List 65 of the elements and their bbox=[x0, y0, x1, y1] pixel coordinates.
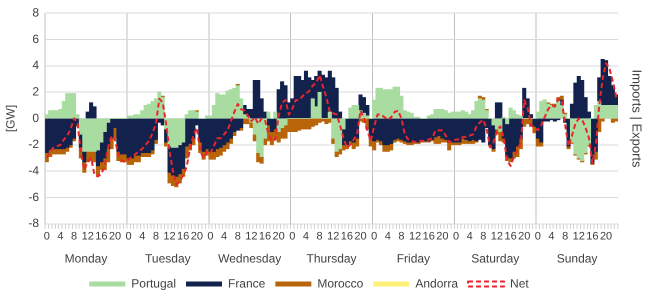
text: Saturday bbox=[471, 251, 520, 266]
x-tick-label: 20 bbox=[436, 230, 448, 242]
x-tick-label: 12 bbox=[408, 230, 422, 242]
x-tick-label: 4 bbox=[548, 230, 555, 242]
x-tick-label: 8 bbox=[234, 230, 241, 242]
x-tick-label: 20 bbox=[600, 230, 612, 242]
x-tick-label: 16 bbox=[504, 230, 517, 242]
y-tick-label: -6 bbox=[28, 190, 40, 204]
y-tick-label: 2 bbox=[32, 84, 40, 98]
x-tick-label: 20 bbox=[272, 230, 285, 242]
x-tick-label: 4 bbox=[57, 230, 64, 242]
y-axis-title: [GW] bbox=[4, 104, 18, 132]
x-tick-label: 0 bbox=[126, 230, 132, 242]
y-tick-label: -4 bbox=[28, 163, 40, 178]
x-tick-label: 4 bbox=[466, 230, 473, 242]
y-tick-label: 8 bbox=[32, 6, 40, 20]
x-tick-label: 8 bbox=[398, 230, 405, 242]
legend-label: France bbox=[228, 276, 266, 290]
x-tick-label: 20 bbox=[190, 230, 203, 242]
legend-label: Portugal bbox=[131, 276, 176, 290]
x-tick-label: 4 bbox=[302, 230, 310, 242]
x-tick-label: 8 bbox=[70, 230, 78, 242]
x-tick-label: 0 bbox=[289, 230, 296, 242]
legend-label: Net bbox=[510, 276, 530, 290]
text: Tuesday bbox=[145, 251, 191, 266]
x-tick-label: 0 bbox=[371, 230, 378, 242]
x-tick-label: 0 bbox=[207, 230, 214, 242]
x-tick-label: 12 bbox=[572, 230, 585, 242]
x-tick-label: 8 bbox=[152, 230, 159, 242]
text: Monday bbox=[64, 251, 108, 266]
text: Wednesday bbox=[218, 251, 282, 266]
x-tick-label: 12 bbox=[327, 230, 340, 242]
x-tick-label: 16 bbox=[95, 230, 108, 242]
x-tick-label: 0 bbox=[534, 230, 541, 242]
x-tick-label: 16 bbox=[340, 230, 354, 242]
x-tick-label: 16 bbox=[586, 230, 599, 242]
x-tick-label: 0 bbox=[44, 230, 50, 242]
x-tick-label: 16 bbox=[258, 230, 272, 242]
text: Friday bbox=[396, 251, 430, 266]
y-tick-label: 0 bbox=[32, 110, 40, 125]
x-tick-label: 0 bbox=[452, 230, 460, 242]
x-tick-label: 20 bbox=[518, 230, 530, 242]
legend-label: Morocco bbox=[317, 276, 364, 290]
y-tick-label: -2 bbox=[28, 137, 40, 152]
x-tick-label: 20 bbox=[354, 230, 367, 242]
y-tick-label: 6 bbox=[32, 32, 40, 46]
x-tick-label: 4 bbox=[221, 230, 228, 242]
x-tick-label: 4 bbox=[139, 230, 146, 242]
legend-label: Andorra bbox=[415, 276, 458, 290]
y-tick-label: -8 bbox=[28, 216, 40, 230]
y-tick-label: 4 bbox=[32, 58, 40, 72]
x-tick-label: 4 bbox=[384, 230, 391, 242]
x-tick-label: 8 bbox=[562, 230, 568, 242]
x-tick-label: 16 bbox=[422, 230, 435, 242]
text: Sunday bbox=[556, 251, 598, 266]
x-tick-label: 12 bbox=[82, 230, 94, 242]
x-tick-label: 12 bbox=[245, 230, 258, 242]
x-tick-label: 20 bbox=[108, 230, 122, 242]
x-tick-label: 16 bbox=[177, 230, 190, 242]
x-tick-label: 12 bbox=[490, 230, 504, 242]
text: Thursday bbox=[306, 251, 357, 266]
y2-axis-title: Imports | Exports bbox=[629, 69, 644, 168]
x-tick-label: 12 bbox=[163, 230, 176, 242]
x-tick-label: 8 bbox=[316, 230, 323, 242]
x-tick-label: 8 bbox=[480, 230, 486, 242]
